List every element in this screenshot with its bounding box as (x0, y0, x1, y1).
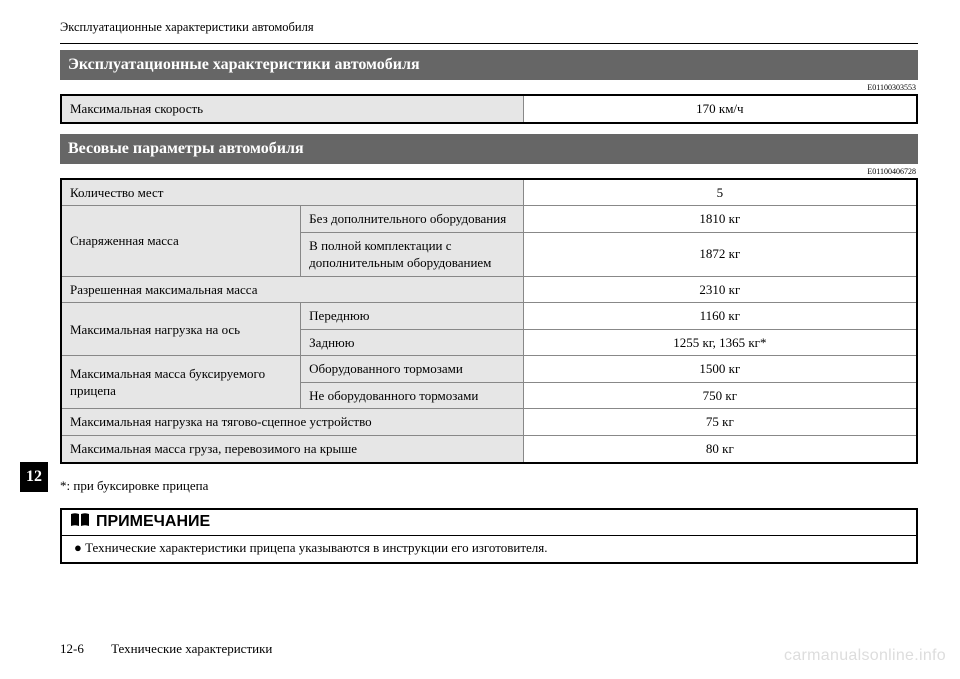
cell-roof-label: Максимальная масса груза, перевозимого н… (61, 436, 523, 463)
cell-curb-val2: 1872 кг (523, 232, 917, 276)
section1-refcode: E01100303553 (60, 83, 916, 92)
cell-curb-sub2: В полной комплектации с дополнительным о… (301, 232, 524, 276)
note-body-text: Технические характеристики прицепа указы… (85, 540, 547, 555)
note-heading: ПРИМЕЧАНИЕ (62, 510, 916, 536)
cell-gvw-label: Разрешенная максимальная масса (61, 276, 523, 303)
table-row: Количество мест 5 (61, 179, 917, 206)
side-tab: 12 (20, 462, 48, 492)
note-heading-text: ПРИМЕЧАНИЕ (96, 513, 210, 531)
section1-title-bar: Эксплуатационные характеристики автомоби… (60, 50, 918, 80)
cell-hitch-label: Максимальная нагрузка на тягово-сцепное … (61, 409, 523, 436)
book-icon (70, 513, 90, 532)
cell-curb-val1: 1810 кг (523, 206, 917, 233)
cell-curb-label: Снаряженная масса (61, 206, 301, 277)
cell-curb-sub1: Без дополнительного оборудования (301, 206, 524, 233)
cell-gvw-value: 2310 кг (523, 276, 917, 303)
section2-title-bar: Весовые параметры автомобиля (60, 134, 918, 164)
table-row: Максимальная скорость 170 км/ч (61, 95, 917, 123)
cell-roof-value: 80 кг (523, 436, 917, 463)
cell-hitch-value: 75 кг (523, 409, 917, 436)
table-weights: Количество мест 5 Снаряженная масса Без … (60, 178, 918, 464)
page-footer: 12-6 Технические характеристики (60, 641, 272, 657)
table-row: Разрешенная максимальная масса 2310 кг (61, 276, 917, 303)
cell-axle-rear-label: Заднюю (301, 329, 524, 356)
footer-title: Технические характеристики (111, 641, 272, 656)
cell-trailer-braked-value: 1500 кг (523, 356, 917, 383)
footnote: *: при буксировке прицепа (60, 478, 918, 494)
table-row: Максимальная нагрузка на тягово-сцепное … (61, 409, 917, 436)
note-body: ● Технические характеристики прицепа ука… (62, 536, 916, 562)
cell-axle-rear-value: 1255 кг, 1365 кг* (523, 329, 917, 356)
table-performance: Максимальная скорость 170 км/ч (60, 94, 918, 124)
table-row: Максимальная масса буксируемого прицепа … (61, 356, 917, 383)
section2-refcode: E01100406728 (60, 167, 916, 176)
note-box: ПРИМЕЧАНИЕ ● Технические характеристики … (60, 508, 918, 564)
cell-axle-front-label: Переднюю (301, 303, 524, 330)
cell-seats-value: 5 (523, 179, 917, 206)
cell-maxspeed-value: 170 км/ч (523, 95, 917, 123)
watermark: carmanualsonline.info (784, 647, 946, 665)
table-row: Максимальная нагрузка на ось Переднюю 11… (61, 303, 917, 330)
note-bullet: ● (74, 540, 82, 555)
cell-axle-front-value: 1160 кг (523, 303, 917, 330)
cell-axle-label: Максимальная нагрузка на ось (61, 303, 301, 356)
cell-trailer-unbraked-value: 750 кг (523, 382, 917, 409)
cell-trailer-unbraked-label: Не оборудованного тормозами (301, 382, 524, 409)
cell-seats-label: Количество мест (61, 179, 523, 206)
table-row: Снаряженная масса Без дополнительного об… (61, 206, 917, 233)
cell-maxspeed-label: Максимальная скорость (61, 95, 523, 123)
rule-top (60, 43, 918, 44)
footer-pagenum: 12-6 (60, 641, 84, 656)
table-row: Максимальная масса груза, перевозимого н… (61, 436, 917, 463)
page-header-crumb: Эксплуатационные характеристики автомоби… (60, 20, 918, 35)
cell-trailer-braked-label: Оборудованного тормозами (301, 356, 524, 383)
cell-trailer-label: Максимальная масса буксируемого прицепа (61, 356, 301, 409)
